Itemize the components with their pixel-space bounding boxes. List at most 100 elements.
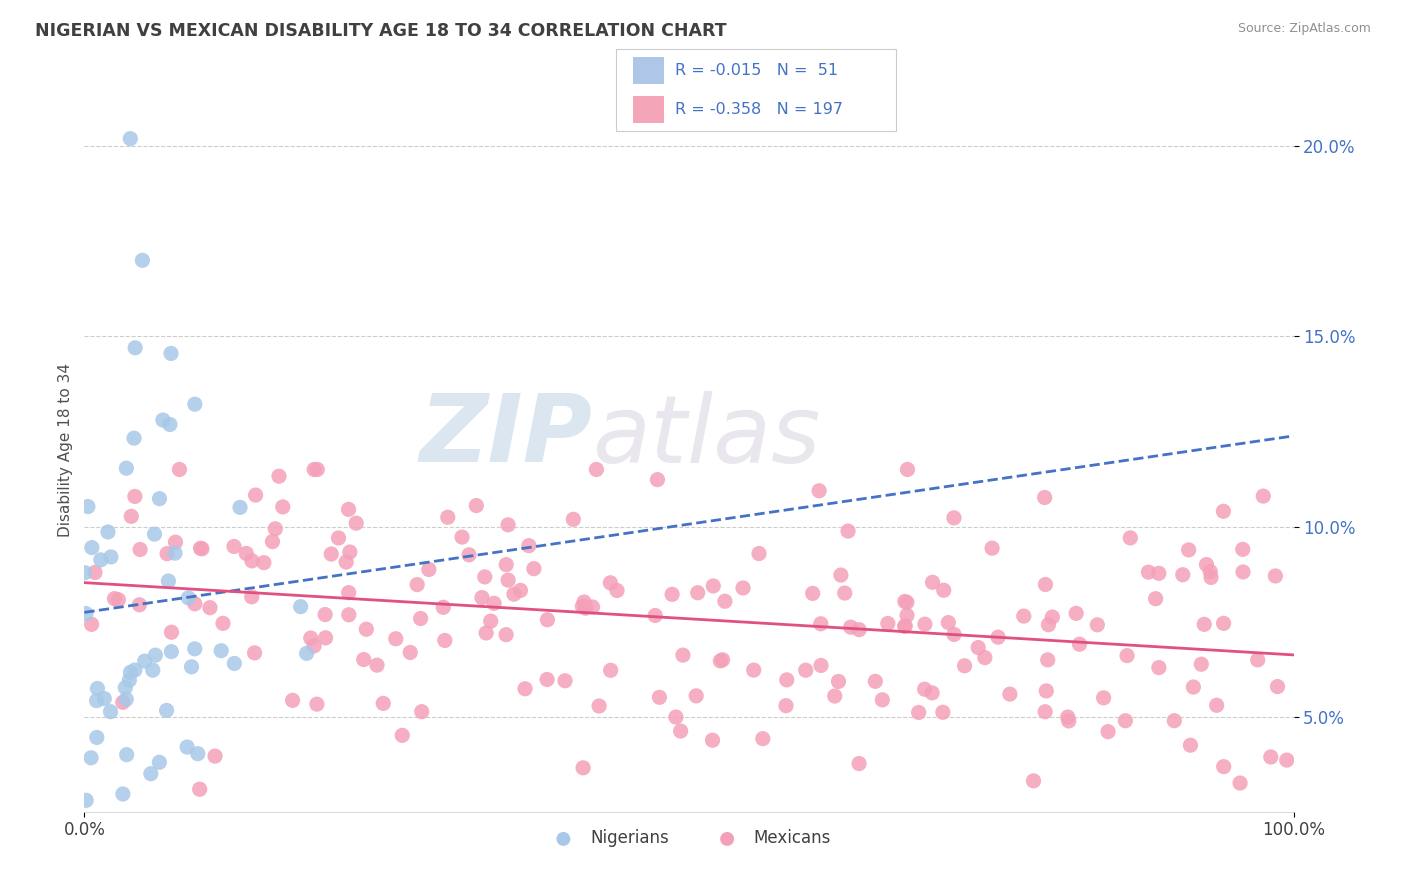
Point <box>129 542 152 557</box>
Point <box>1171 567 1194 582</box>
Point <box>1232 542 1254 557</box>
Point <box>339 545 361 559</box>
Point <box>155 703 177 717</box>
Point <box>810 616 832 631</box>
Point <box>103 591 125 606</box>
Point <box>384 632 406 646</box>
Point <box>1177 543 1199 558</box>
Point <box>120 665 142 680</box>
Point <box>148 491 170 506</box>
Point <box>562 512 585 526</box>
Point <box>1038 617 1060 632</box>
Point <box>742 663 765 677</box>
Point <box>314 607 336 622</box>
Text: ZIP: ZIP <box>419 390 592 482</box>
Point <box>328 531 350 545</box>
Point <box>471 591 494 605</box>
Point <box>90 553 112 567</box>
Point <box>581 600 603 615</box>
Point <box>685 689 707 703</box>
Point <box>337 607 360 622</box>
Point <box>128 598 150 612</box>
Point <box>834 586 856 600</box>
Point <box>281 693 304 707</box>
Point <box>80 541 103 555</box>
Point <box>165 546 187 560</box>
Point <box>335 555 357 569</box>
Point <box>1040 610 1063 624</box>
Point <box>115 747 138 762</box>
Point <box>204 749 226 764</box>
Point <box>794 663 817 677</box>
Point <box>672 648 695 662</box>
Point <box>235 546 257 560</box>
Point <box>1189 657 1212 672</box>
Point <box>665 710 688 724</box>
Point <box>1199 565 1222 579</box>
Point <box>474 570 496 584</box>
Point <box>305 697 328 711</box>
Point <box>93 691 115 706</box>
Point <box>1012 609 1035 624</box>
Point <box>509 583 531 598</box>
Point <box>1033 491 1056 505</box>
Point <box>801 586 824 600</box>
Legend: Nigerians, Mexicans: Nigerians, Mexicans <box>540 822 838 854</box>
Point <box>262 534 284 549</box>
Point <box>451 530 474 544</box>
Point <box>253 556 276 570</box>
Point <box>160 645 183 659</box>
Point <box>1267 680 1289 694</box>
Point <box>315 631 337 645</box>
Point <box>411 705 433 719</box>
Point <box>124 341 146 355</box>
Point <box>86 693 108 707</box>
Point <box>942 511 965 525</box>
Point <box>344 516 367 531</box>
Point <box>998 687 1021 701</box>
Point <box>702 579 724 593</box>
Point <box>118 673 141 687</box>
Point <box>169 462 191 476</box>
Point <box>114 681 136 695</box>
Point <box>1199 570 1222 584</box>
Point <box>536 673 558 687</box>
Point <box>366 658 388 673</box>
Point <box>523 562 546 576</box>
Point <box>495 558 517 572</box>
Point <box>418 562 440 576</box>
Point <box>131 253 153 268</box>
Point <box>321 547 343 561</box>
Point <box>896 462 918 476</box>
Text: R = -0.358   N = 197: R = -0.358 N = 197 <box>675 103 842 117</box>
Point <box>120 131 142 145</box>
Point <box>1144 591 1167 606</box>
Point <box>124 663 146 677</box>
Point <box>848 756 870 771</box>
Point <box>1247 653 1270 667</box>
Point <box>865 674 887 689</box>
Point <box>894 594 917 608</box>
Point <box>353 652 375 666</box>
Point <box>337 585 360 599</box>
Point <box>267 469 290 483</box>
Point <box>1097 724 1119 739</box>
Point <box>111 695 134 709</box>
Point <box>775 698 797 713</box>
Point <box>1275 753 1298 767</box>
Point <box>1057 714 1080 728</box>
Point <box>848 623 870 637</box>
Point <box>572 761 595 775</box>
Point <box>1064 607 1087 621</box>
Y-axis label: Disability Age 18 to 34: Disability Age 18 to 34 <box>58 363 73 538</box>
Point <box>808 483 831 498</box>
Point <box>914 682 936 697</box>
Point <box>830 568 852 582</box>
Point <box>921 686 943 700</box>
Point <box>839 620 862 634</box>
Point <box>648 690 671 705</box>
Point <box>409 611 432 625</box>
Point <box>1260 750 1282 764</box>
Point <box>572 595 595 609</box>
Point <box>97 524 120 539</box>
